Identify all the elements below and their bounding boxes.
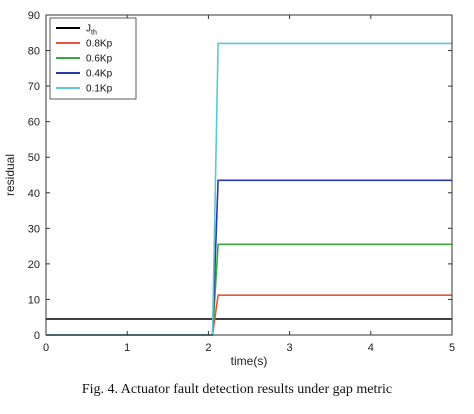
x-tick-label: 1	[124, 342, 130, 354]
y-tick-label: 40	[28, 188, 40, 200]
x-tick-label: 4	[368, 342, 374, 354]
axes-frame	[45, 14, 453, 336]
y-tick-label: 0	[34, 330, 40, 342]
x-tick-label: 5	[449, 342, 455, 354]
y-tick-label: 30	[28, 223, 40, 235]
legend: Jth 0.8Kp 0.6Kp 0.4Kp 0.1Kp	[49, 17, 137, 100]
x-tick-label: 0	[43, 342, 49, 354]
x-tick-label: 3	[287, 342, 293, 354]
y-tick-label: 90	[28, 10, 40, 22]
x-tick-label: 2	[205, 342, 211, 354]
legend-label-1: 0.8Kp	[86, 39, 113, 50]
figure-caption: Fig. 4. Actuator fault detection results…	[81, 382, 393, 397]
legend-label-0: Jth	[86, 24, 97, 37]
legend-label-3: 0.4Kp	[86, 69, 113, 80]
axes-layer	[45, 14, 453, 336]
y-tick-label: 10	[28, 294, 40, 306]
y-tick-label: 70	[28, 81, 40, 93]
y-tick-label: 80	[28, 46, 40, 58]
y-tick-label: 60	[28, 117, 40, 129]
y-axis-label: residual	[3, 154, 17, 196]
legend-label-2: 0.6Kp	[86, 54, 113, 65]
y-tick-label: 50	[28, 152, 40, 164]
x-axis-label: time(s)	[231, 354, 268, 368]
legend-label-4: 0.1Kp	[86, 84, 113, 95]
y-tick-label: 20	[28, 259, 40, 271]
